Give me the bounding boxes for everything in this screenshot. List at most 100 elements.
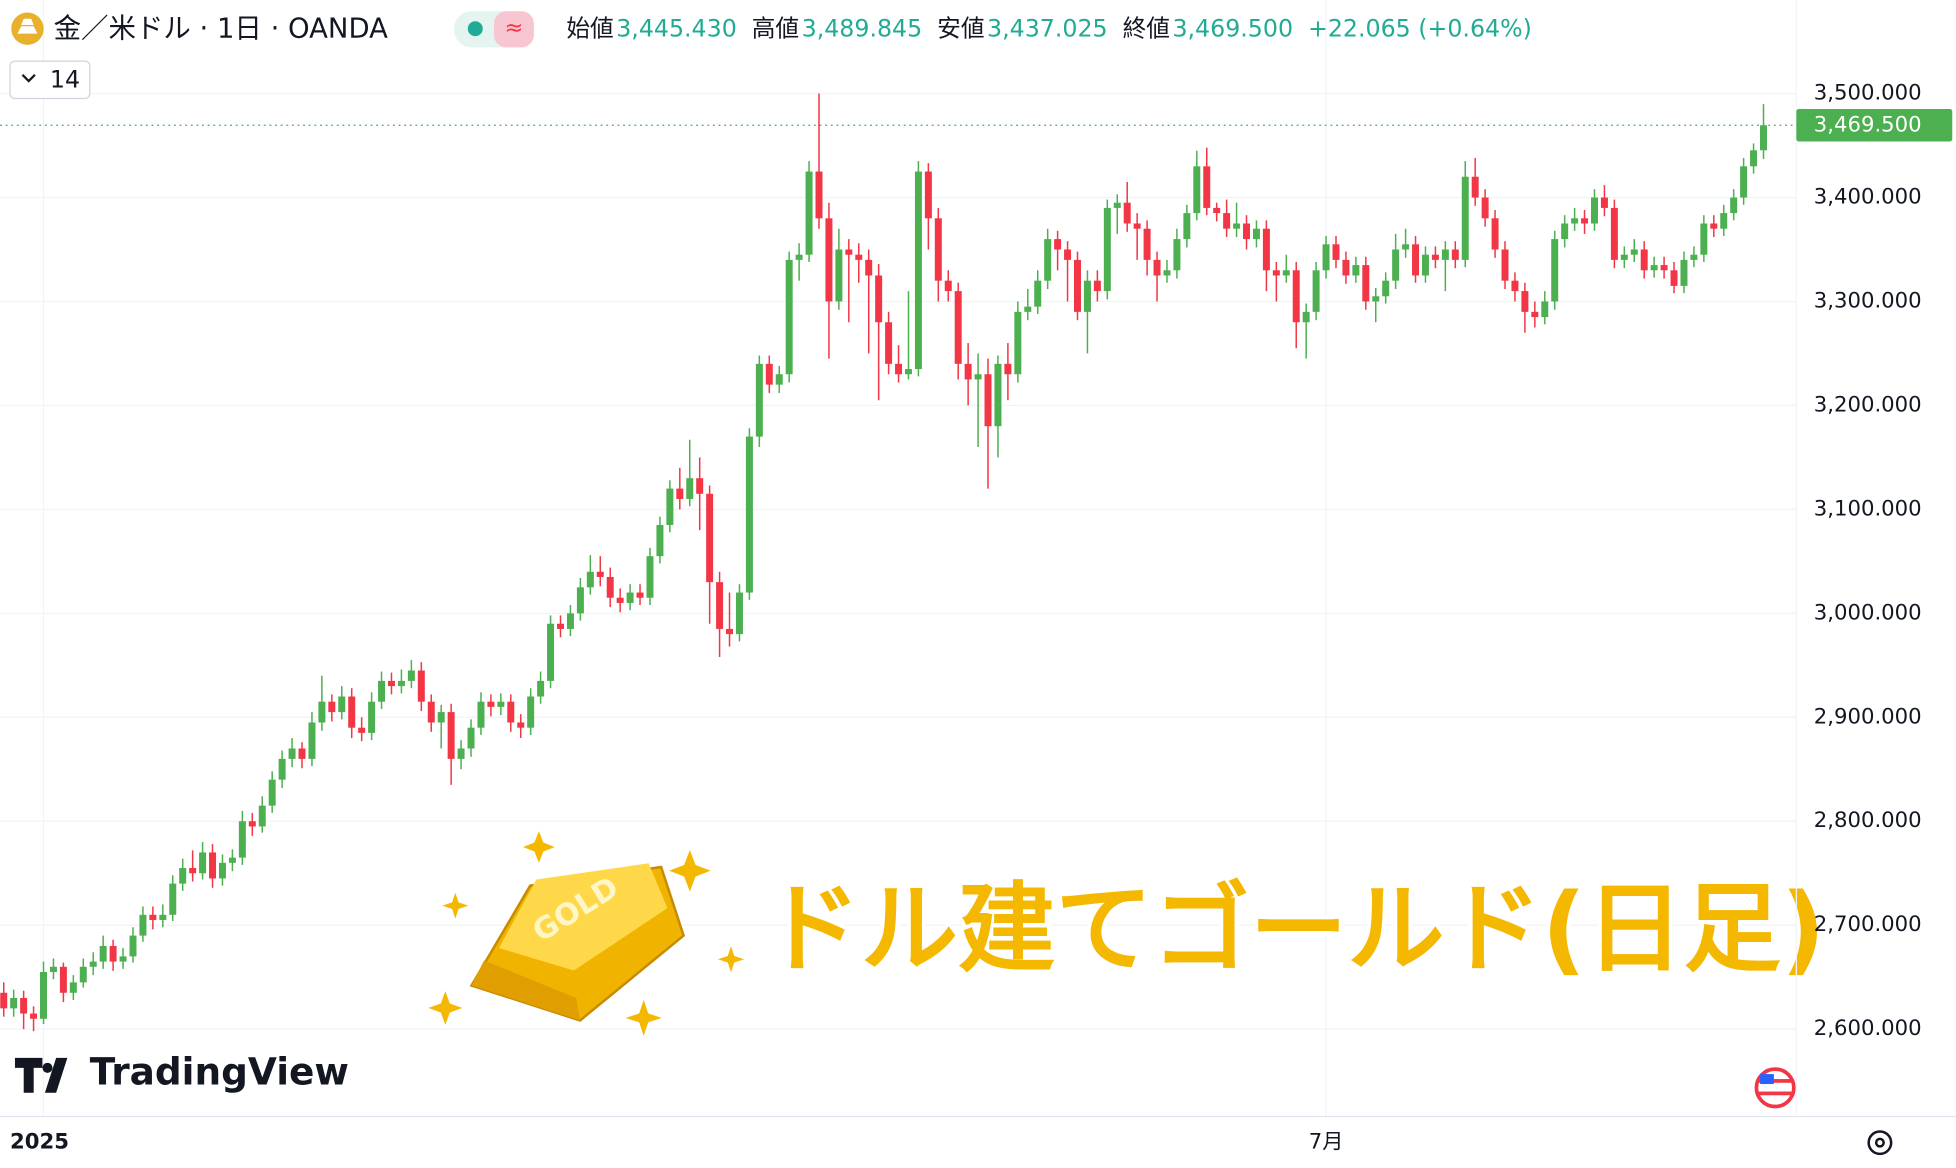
candle-body (258, 805, 266, 827)
candle-body (686, 478, 694, 499)
candle-body (636, 592, 644, 598)
candle-body (507, 701, 515, 723)
candle-body (1710, 223, 1718, 229)
candle-body (1123, 202, 1131, 224)
candle-body (1163, 270, 1171, 276)
candle-body (1412, 244, 1420, 276)
status-pill-right (493, 11, 534, 48)
candle-body (934, 218, 942, 281)
candle-body (1362, 265, 1370, 302)
candle-body (1551, 239, 1559, 302)
candle-body (745, 436, 753, 593)
gold-bar-side (471, 960, 581, 1021)
last-price-box (1796, 109, 1953, 142)
candle-body (1093, 280, 1101, 292)
candle-body (1421, 254, 1429, 276)
candle-body (139, 914, 147, 936)
candle-body (49, 966, 57, 972)
candle-body (40, 971, 48, 1019)
candle-body (1024, 306, 1032, 312)
y-tick-label: 2,800.000 (1814, 807, 1922, 832)
candle-body (407, 670, 415, 681)
candle-body (1083, 280, 1091, 312)
candle-body (348, 696, 356, 728)
candle-body (1332, 244, 1340, 260)
flag-canton (1760, 1074, 1774, 1085)
candle-body (537, 680, 545, 697)
legend-value: 3,437.025 (987, 14, 1108, 42)
candle-body (1014, 311, 1022, 375)
candle-body (89, 961, 97, 967)
candle-body (1272, 270, 1280, 276)
y-tick-label: 3,100.000 (1814, 495, 1922, 520)
x-tick-label: 7月 (1309, 1129, 1344, 1154)
legend-value: 3,445.430 (616, 14, 737, 42)
candle-body (1213, 207, 1221, 214)
candle-body (676, 488, 684, 499)
candle-body (586, 571, 594, 588)
candle-body (914, 171, 922, 370)
candle-body (1581, 218, 1589, 224)
brand-name: TradingView (90, 1050, 349, 1094)
candle-body (1590, 197, 1598, 224)
candle-body (1103, 207, 1111, 292)
candle-body (417, 670, 425, 702)
candle-body (696, 478, 704, 494)
candle-body (1342, 259, 1350, 276)
brand-logo (14, 1057, 68, 1093)
candle-body (1531, 311, 1539, 318)
candle-body (467, 727, 475, 749)
candle-body (984, 374, 992, 427)
candle-body (1113, 202, 1121, 208)
candle-body (954, 291, 962, 364)
candle-body (149, 914, 157, 921)
y-tick-label: 3,400.000 (1814, 184, 1922, 209)
candle-body (1451, 249, 1459, 260)
indicator-toggle[interactable] (9, 60, 91, 100)
candle-body (199, 852, 207, 874)
candle-body (1700, 223, 1708, 255)
candle-body (646, 556, 654, 598)
candle-body (1322, 244, 1330, 271)
candle-body (815, 171, 823, 219)
candle-body (904, 369, 912, 375)
flag-stripe (1758, 1079, 1792, 1083)
candle-body (1074, 259, 1081, 312)
market-open-dot (467, 21, 483, 37)
symbol-title[interactable]: 金／米ドル · 1日 · OANDA (54, 13, 388, 44)
candle-body (855, 254, 863, 260)
candle-body (129, 935, 137, 957)
candle-body (338, 696, 346, 713)
candle-body (875, 275, 883, 323)
settings-icon[interactable] (1867, 1130, 1893, 1156)
candle-body (1431, 254, 1439, 260)
candle-body (427, 701, 435, 723)
candle-body (1740, 166, 1748, 198)
legend-change: +22.065 (+0.64%) (1308, 14, 1532, 42)
sparkles (424, 827, 748, 1040)
x-tick-label: 2025 (10, 1129, 69, 1154)
candle-body (1481, 197, 1489, 219)
candle-body (1133, 223, 1141, 229)
candle-body (59, 966, 67, 993)
candle-body (1153, 259, 1161, 276)
candle-body (775, 374, 783, 385)
candle-body (79, 966, 87, 983)
candle-body (1730, 197, 1738, 214)
candle-body (1252, 228, 1260, 240)
y-tick-label: 2,900.000 (1814, 703, 1922, 728)
candle-body (924, 171, 932, 219)
candle-body (974, 374, 982, 380)
candle-body (1720, 213, 1728, 229)
candle-body (189, 868, 197, 874)
candle-body (387, 680, 395, 687)
candle-body (218, 862, 226, 879)
candle-body (1461, 176, 1469, 260)
candle-body (1750, 150, 1758, 167)
candle-body (527, 696, 535, 728)
candle-body (169, 883, 177, 915)
candle-body (1352, 265, 1360, 276)
candle-body (1173, 239, 1181, 271)
chevron (21, 74, 36, 83)
